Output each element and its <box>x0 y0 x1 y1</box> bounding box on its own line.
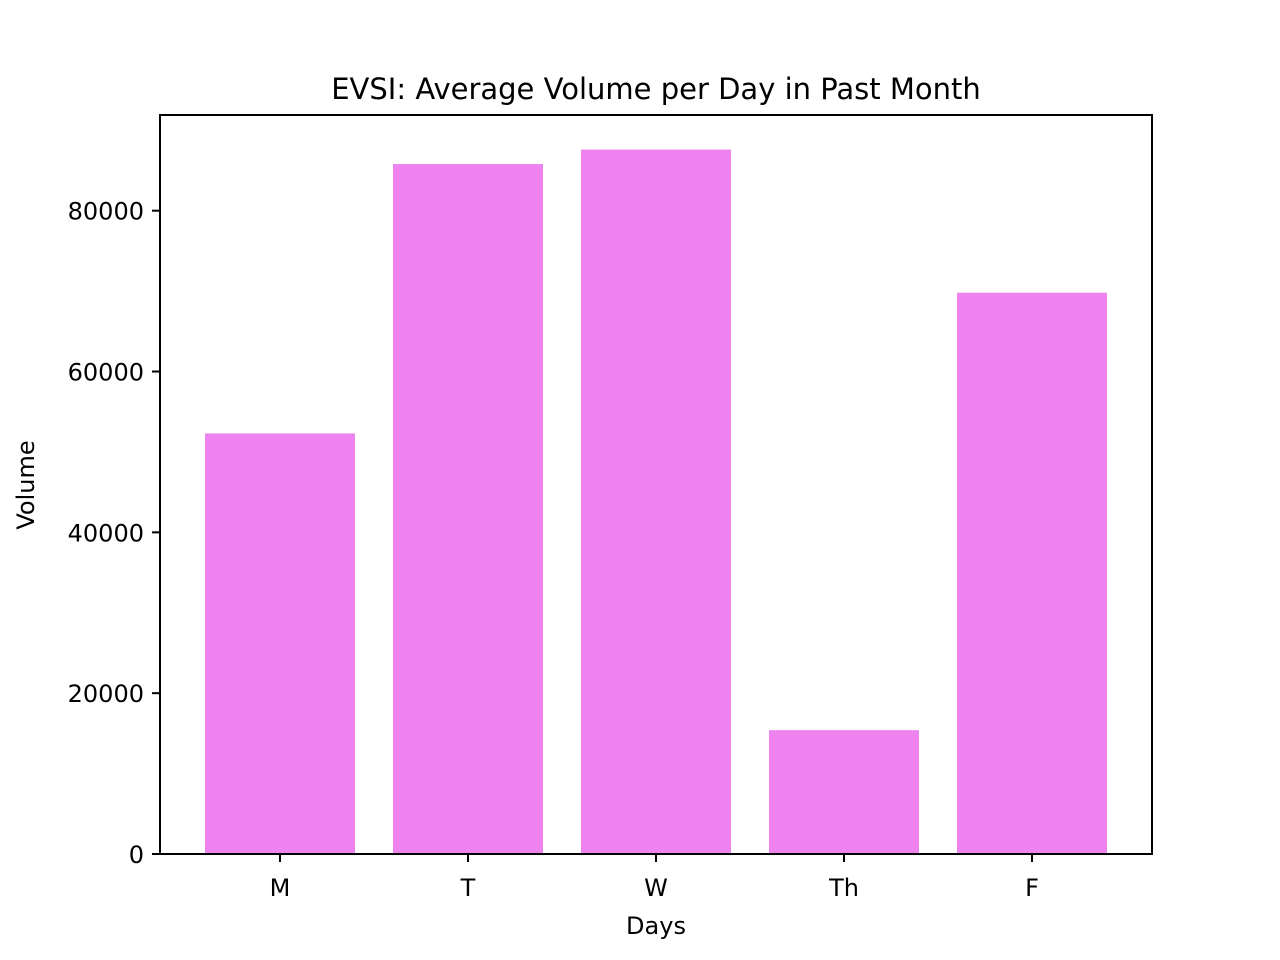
x-axis-label: Days <box>626 912 686 940</box>
bar-f <box>957 292 1107 854</box>
bar-m <box>205 433 355 854</box>
y-tick-label-0: 0 <box>129 841 144 869</box>
y-tick-label-80000: 80000 <box>68 198 144 226</box>
y-tick-label-40000: 40000 <box>68 519 144 547</box>
bar-group <box>205 149 1107 854</box>
x-tick-label-f: F <box>1025 874 1039 902</box>
y-axis-ticks: 0 20000 40000 60000 80000 <box>68 198 160 869</box>
y-tick-label-20000: 20000 <box>68 680 144 708</box>
y-tick-label-60000: 60000 <box>68 359 144 387</box>
x-tick-label-th: Th <box>828 874 859 902</box>
bar-t <box>393 164 543 854</box>
x-axis-ticks: M T W Th F <box>270 854 1039 902</box>
bar-w <box>581 149 731 854</box>
y-axis-label: Volume <box>12 440 40 529</box>
bar-th <box>769 730 919 854</box>
x-tick-label-t: T <box>460 874 476 902</box>
x-tick-label-m: M <box>270 874 291 902</box>
chart-title: EVSI: Average Volume per Day in Past Mon… <box>331 72 981 106</box>
x-tick-label-w: W <box>644 874 668 902</box>
